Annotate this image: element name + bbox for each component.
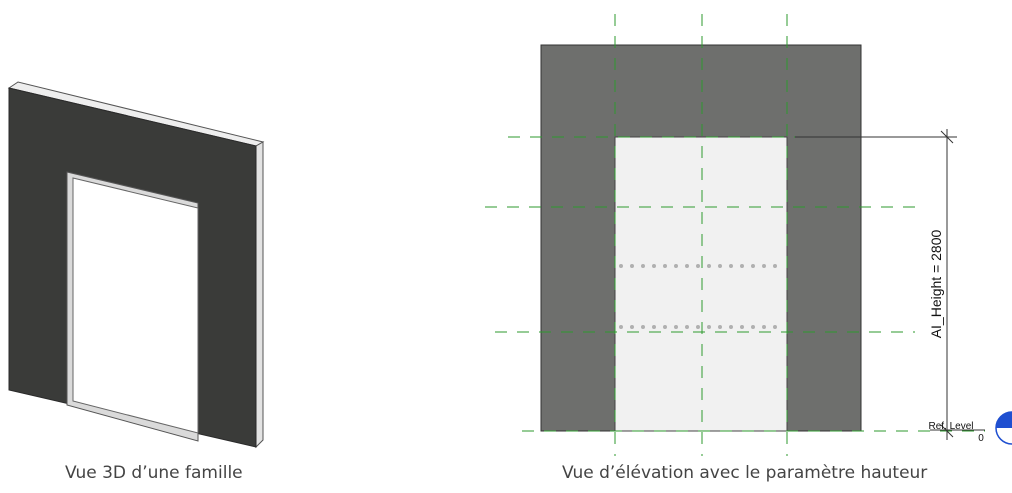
wall-3d-view — [7, 81, 265, 449]
level-marker: Ref. Level 0 — [928, 411, 1012, 445]
wall-side-edge — [255, 141, 264, 449]
height-dimension — [795, 129, 957, 440]
caption-elevation-view: Vue d’élévation avec le paramètre hauteu… — [562, 463, 928, 483]
level-name: Ref. Level — [928, 421, 973, 432]
caption-3d-view: Vue 3D d’une famille — [65, 463, 243, 483]
door-opening — [72, 177, 199, 434]
level-value: 0 — [978, 433, 984, 444]
dimension-tick-top — [940, 130, 954, 144]
dimension-tick-bottom — [940, 424, 954, 438]
opening-elevation — [614, 136, 788, 432]
level-target-icon — [995, 411, 1012, 445]
wall-elevation-view: AI_Height = 2800 Ref. Level 0 — [485, 14, 1012, 456]
dimension-label: AI_Height = 2800 — [928, 230, 944, 339]
reference-planes-vertical — [614, 14, 788, 456]
reference-planes-horizontal — [485, 136, 985, 432]
